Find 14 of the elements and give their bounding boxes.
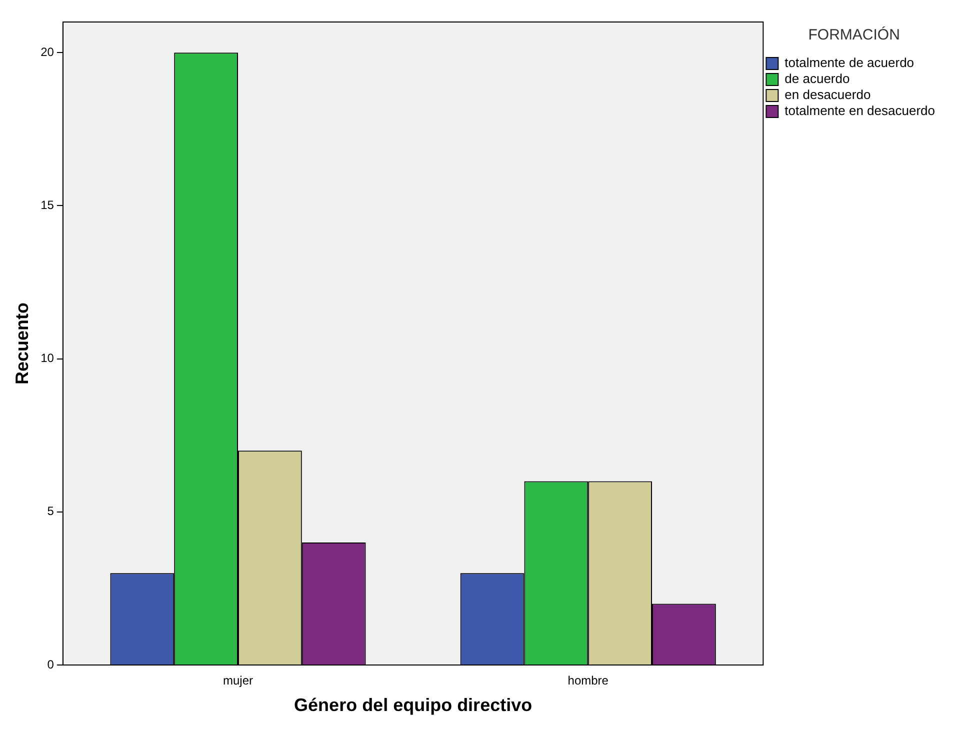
- y-tick-label: 5: [47, 504, 54, 518]
- y-axis-title: Recuento: [12, 302, 32, 385]
- y-tick-label: 0: [47, 657, 54, 672]
- legend-label: totalmente de acuerdo: [784, 55, 914, 70]
- legend-label: totalmente en desacuerdo: [784, 103, 936, 118]
- x-tick-label: mujer: [222, 674, 254, 688]
- x-tick-label: hombre: [568, 674, 609, 688]
- legend-label: de acuerdo: [784, 71, 850, 86]
- y-tick-label: 10: [40, 351, 54, 366]
- x-axis-title: Género del equipo directivo: [294, 695, 532, 716]
- legend-label: en desacuerdo: [784, 87, 871, 102]
- y-tick-label: 20: [40, 44, 54, 59]
- legend-title: FORMACIÓN: [808, 26, 900, 44]
- y-tick-label: 15: [40, 198, 54, 212]
